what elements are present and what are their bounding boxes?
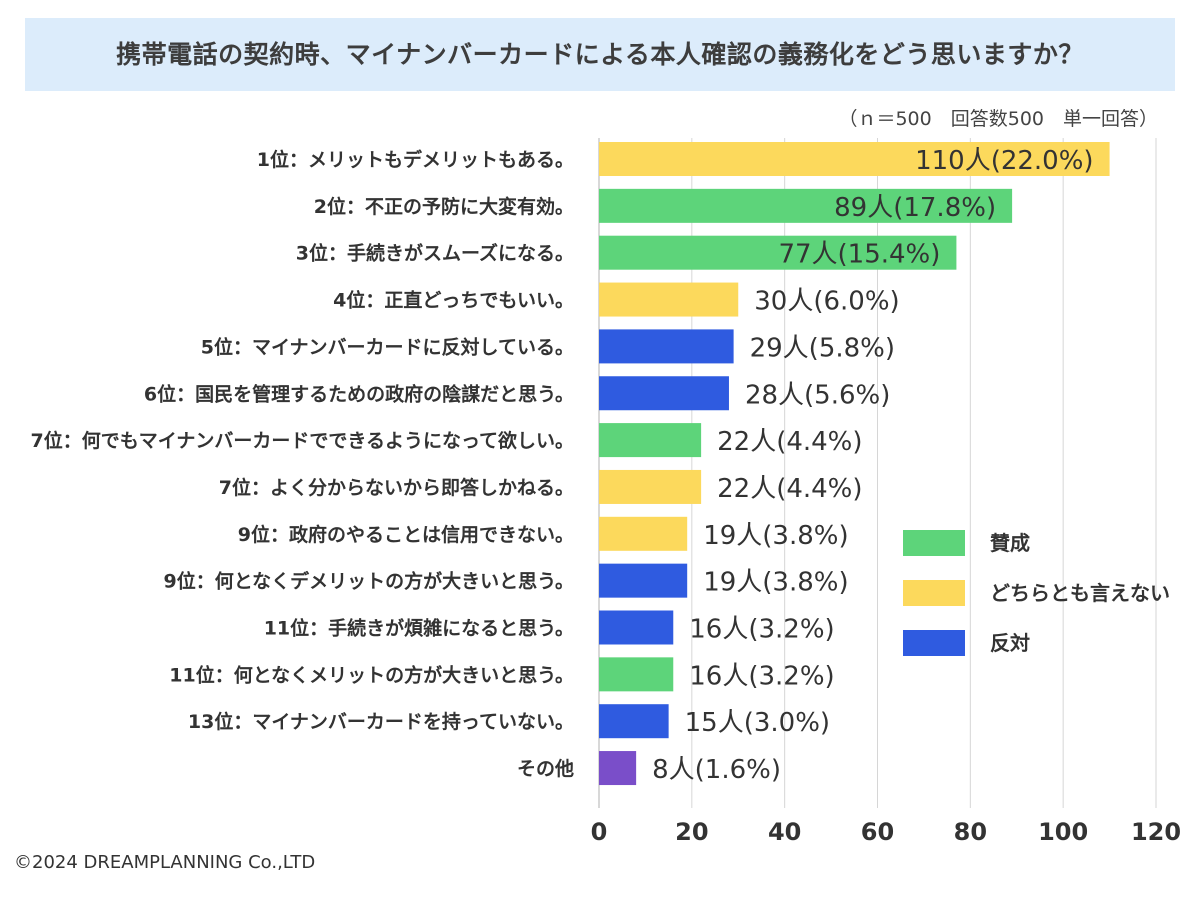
value-label: 89人(17.8%) xyxy=(834,193,996,223)
legend-label: 賛成 xyxy=(990,531,1030,555)
category-label: 5位：マイナンバーカードに反対している。 xyxy=(201,335,574,358)
value-label: 15人(3.0%) xyxy=(685,708,830,738)
x-tick-label: 80 xyxy=(954,818,987,846)
bar xyxy=(599,657,674,692)
bar xyxy=(599,563,688,598)
legend-swatch xyxy=(903,630,965,656)
value-label: 30人(6.0%) xyxy=(754,287,899,317)
chart-title: 携帯電話の契約時、マイナンバーカードによる本人確認の義務化をどう思いますか？ xyxy=(116,40,1084,69)
x-tick-label: 120 xyxy=(1131,818,1181,846)
category-label: 3位：手続きがスムーズになる。 xyxy=(296,242,574,265)
x-tick-label: 40 xyxy=(768,818,801,846)
value-label: 16人(3.2%) xyxy=(689,661,834,691)
x-tick-label: 0 xyxy=(591,818,608,846)
value-label: 19人(3.8%) xyxy=(703,568,848,598)
bar xyxy=(599,610,674,645)
bar xyxy=(599,469,702,504)
bar xyxy=(599,235,957,270)
value-label: 29人(5.8%) xyxy=(750,333,895,363)
value-label: 22人(4.4%) xyxy=(717,427,862,457)
category-label: 13位：マイナンバーカードを持っていない。 xyxy=(188,710,574,733)
bar xyxy=(599,282,739,317)
value-label: 8人(1.6%) xyxy=(652,755,781,785)
category-label: 7位：何でもマイナンバーカードでできるようになって欲しい。 xyxy=(30,429,574,452)
x-tick-label: 100 xyxy=(1038,818,1088,846)
category-label: 11位：手続きが煩雑になると思う。 xyxy=(264,617,574,640)
bar xyxy=(599,188,1013,223)
copyright: ©2024 DREAMPLANNING Co.,LTD xyxy=(14,852,316,873)
category-label: 1位：メリットもデメリットもある。 xyxy=(257,148,574,171)
sample-note: （ｎ＝500 回答数500 単一回答） xyxy=(838,108,1158,130)
value-label: 28人(5.6%) xyxy=(745,380,890,410)
value-label: 77人(15.4%) xyxy=(778,240,940,270)
x-tick-label: 20 xyxy=(675,818,708,846)
title-band: 携帯電話の契約時、マイナンバーカードによる本人確認の義務化をどう思いますか？ xyxy=(25,18,1175,91)
bar xyxy=(599,751,637,786)
legend-swatch xyxy=(903,580,965,606)
value-label: 110人(22.0%) xyxy=(915,146,1094,176)
value-label: 19人(3.8%) xyxy=(703,521,848,551)
value-label: 22人(4.4%) xyxy=(717,474,862,504)
bar xyxy=(599,329,734,364)
category-label: 6位：国民を管理するための政府の陰謀だと思う。 xyxy=(144,382,574,405)
category-label: 2位：不正の予防に大変有効。 xyxy=(314,195,574,218)
category-label: 9位：何となくデメリットの方が大きいと思う。 xyxy=(163,570,574,593)
legend-label: どちらとも言えない xyxy=(990,581,1170,605)
category-label: その他 xyxy=(517,757,574,780)
category-label: 9位：政府のやることは信用できない。 xyxy=(238,523,574,546)
bar xyxy=(599,704,669,739)
bar xyxy=(599,142,1110,176)
bar xyxy=(599,516,688,551)
legend-swatch xyxy=(903,530,965,556)
bar xyxy=(599,376,729,411)
x-tick-label: 60 xyxy=(861,818,894,846)
legend-label: 反対 xyxy=(990,631,1030,655)
bar xyxy=(599,423,702,458)
category-label: 7位：よく分からないから即答しかねる。 xyxy=(219,476,574,499)
category-label: 11位：何となくメリットの方が大きいと思う。 xyxy=(169,663,574,686)
value-label: 16人(3.2%) xyxy=(689,615,834,645)
category-label: 4位：正直どっちでもいい。 xyxy=(333,289,574,312)
